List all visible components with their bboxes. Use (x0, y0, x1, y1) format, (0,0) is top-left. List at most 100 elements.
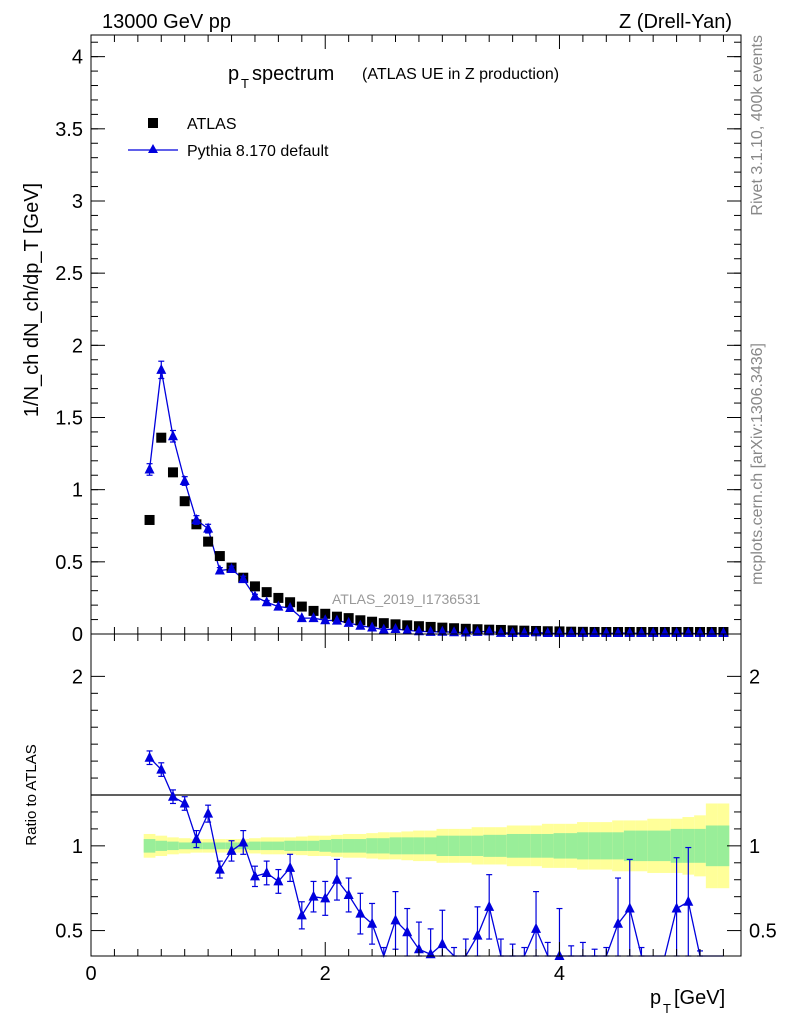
mc-point (191, 513, 202, 524)
ratio-point (320, 892, 331, 903)
ratio-point (214, 863, 225, 874)
legend-atlas-label: ATLAS (187, 116, 237, 133)
ratio-ytick-label-right: 2 (749, 666, 760, 688)
header-right: Z (Drell-Yan) (619, 11, 732, 33)
mc-point (472, 625, 483, 636)
ratio-band-inner (541, 833, 554, 858)
ratio-y-axis: 0.5 0.5 1 1 2 2 (55, 666, 777, 942)
mc-point (214, 564, 225, 575)
ratio-xtick-label: 0 (85, 963, 96, 985)
main-y-label: 1/N_ch dN_ch/dp_T [GeV] (21, 183, 43, 417)
main-panel: 0 0.5 1 1.5 2 2.5 3 3.5 4 p T spectrum (ATLAS UE… (21, 34, 742, 646)
ratio-band-inner (342, 839, 355, 853)
ratio-band-inner (553, 833, 566, 859)
ratio-point (156, 763, 167, 774)
atlas-point (273, 592, 284, 603)
header-left: 13000 GeV pp (102, 11, 231, 33)
main-x-ticks (90, 35, 724, 634)
mc-point (437, 625, 448, 636)
mc-point (179, 475, 190, 486)
ratio-band-inner (249, 841, 261, 851)
ratio-band-inner (366, 838, 378, 854)
mc-point (226, 563, 237, 574)
atlas-point (308, 605, 319, 616)
mc-point (402, 624, 413, 635)
ratio-point (531, 922, 542, 933)
ratio-point (402, 926, 413, 937)
ratio-band-inner (377, 838, 390, 854)
mc-point (355, 619, 366, 630)
mc-point (425, 625, 436, 636)
xlabel-p: p (650, 987, 661, 1009)
ratio-band-inner (424, 837, 437, 855)
atlas-point (296, 601, 307, 612)
ratio-point (613, 917, 624, 928)
mc-point (273, 600, 284, 611)
mc-point (308, 612, 319, 623)
ratio-panel: 0.5 0.5 1 1 2 2 0 2 4 Ratio to ATLAS p T [GeV] (23, 633, 777, 1016)
main-ytick-label: 1.5 (55, 407, 83, 429)
ratio-point (296, 909, 307, 920)
ratio-band-inner (612, 832, 624, 860)
ratio-point (683, 895, 694, 906)
ratio-band-inner (717, 825, 730, 867)
main-ytick-label: 1 (72, 480, 83, 502)
ratio-point (624, 902, 635, 913)
ratio-band-inner (295, 840, 308, 851)
ratio-xtick-label: 2 (320, 963, 331, 985)
ratio-band-inner (623, 830, 636, 862)
ratio-band-inner (588, 832, 601, 860)
mc-point (167, 430, 178, 441)
analysis-watermark: ATLAS_2019_I1736531 (332, 591, 481, 607)
ratio-xtick-label: 4 (554, 963, 565, 985)
ratio-point (343, 888, 354, 899)
ratio-point (331, 873, 342, 884)
atlas-point (214, 551, 225, 562)
ratio-x-axis: 0 2 4 (85, 634, 724, 985)
ratio-point (144, 751, 155, 762)
ratio-point (355, 907, 366, 918)
xlabel-rest: [GeV] (674, 987, 725, 1009)
mc-point (285, 602, 296, 613)
ratio-ytick-label: 0.5 (55, 921, 83, 943)
title-note: (ATLAS UE in Z production) (362, 66, 559, 83)
ratio-point (167, 790, 178, 801)
ratio-band-inner (331, 839, 343, 853)
ratio-band-inner (202, 842, 214, 850)
ratio-point (390, 914, 401, 925)
atlas-point (203, 536, 214, 547)
main-title: p T spectrum (ATLAS UE in Z production) (228, 63, 559, 91)
ratio-band-inner (448, 835, 460, 857)
mc-point (249, 590, 260, 601)
ratio-point (191, 833, 202, 844)
ratio-ytick-label: 2 (72, 666, 83, 688)
ratio-band-inner (659, 830, 671, 862)
ratio-band-inner (647, 830, 660, 862)
mc-point (413, 625, 424, 636)
ratio-band-inner (682, 828, 695, 863)
ratio-band-inner (260, 841, 273, 851)
ratio-band-inner (319, 839, 332, 852)
atlas-point (179, 496, 190, 507)
ratio-point (203, 807, 214, 818)
ratio-band-inner (413, 837, 425, 855)
ratio-band-inner (506, 833, 519, 858)
legend-mc-marker (148, 144, 158, 153)
ratio-point (472, 929, 483, 940)
mcplots-label: mcplots.cern.ch [arXiv:1306.3436] (749, 343, 766, 585)
xlabel-sub: T (663, 1001, 671, 1016)
atlas-point (249, 581, 260, 592)
ratio-ytick-label-right: 0.5 (749, 921, 777, 943)
ratio-band-inner (495, 834, 507, 857)
atlas-point (144, 514, 155, 525)
legend-mc-label: Pythia 8.170 default (187, 143, 329, 160)
main-ytick-label: 2.5 (55, 263, 83, 285)
mc-point (367, 621, 378, 632)
ratio-point (226, 844, 237, 855)
main-ytick-label: 4 (72, 47, 83, 69)
ratio-band-inner (471, 835, 484, 857)
ratio-bands (143, 803, 730, 889)
main-ytick-label: 0.5 (55, 552, 83, 574)
ratio-point (308, 890, 319, 901)
